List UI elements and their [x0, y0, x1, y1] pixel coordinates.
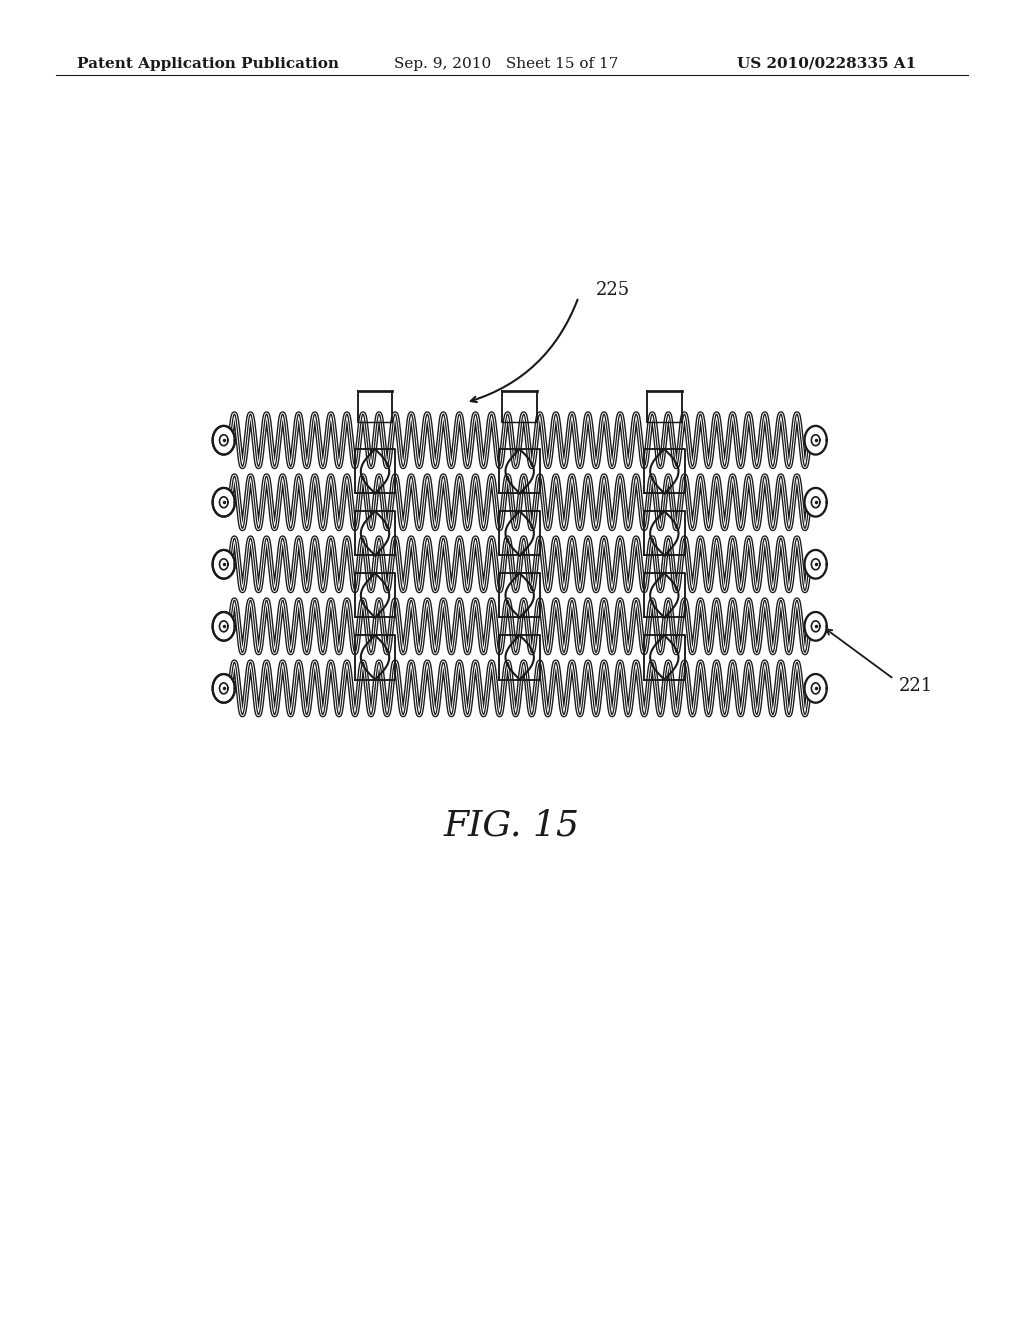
Text: US 2010/0228335 A1: US 2010/0228335 A1: [737, 57, 916, 71]
Text: 225: 225: [596, 281, 630, 300]
Polygon shape: [805, 488, 826, 516]
Polygon shape: [213, 612, 234, 640]
Text: FIG. 15: FIG. 15: [444, 808, 580, 842]
Text: Patent Application Publication: Patent Application Publication: [77, 57, 339, 71]
Polygon shape: [805, 426, 826, 454]
Text: 221: 221: [899, 677, 933, 694]
Polygon shape: [805, 675, 826, 702]
Polygon shape: [805, 612, 826, 640]
Polygon shape: [213, 488, 234, 516]
Polygon shape: [805, 550, 826, 578]
Polygon shape: [213, 426, 234, 454]
Polygon shape: [213, 550, 234, 578]
Polygon shape: [213, 675, 234, 702]
Text: Sep. 9, 2010   Sheet 15 of 17: Sep. 9, 2010 Sheet 15 of 17: [394, 57, 618, 71]
